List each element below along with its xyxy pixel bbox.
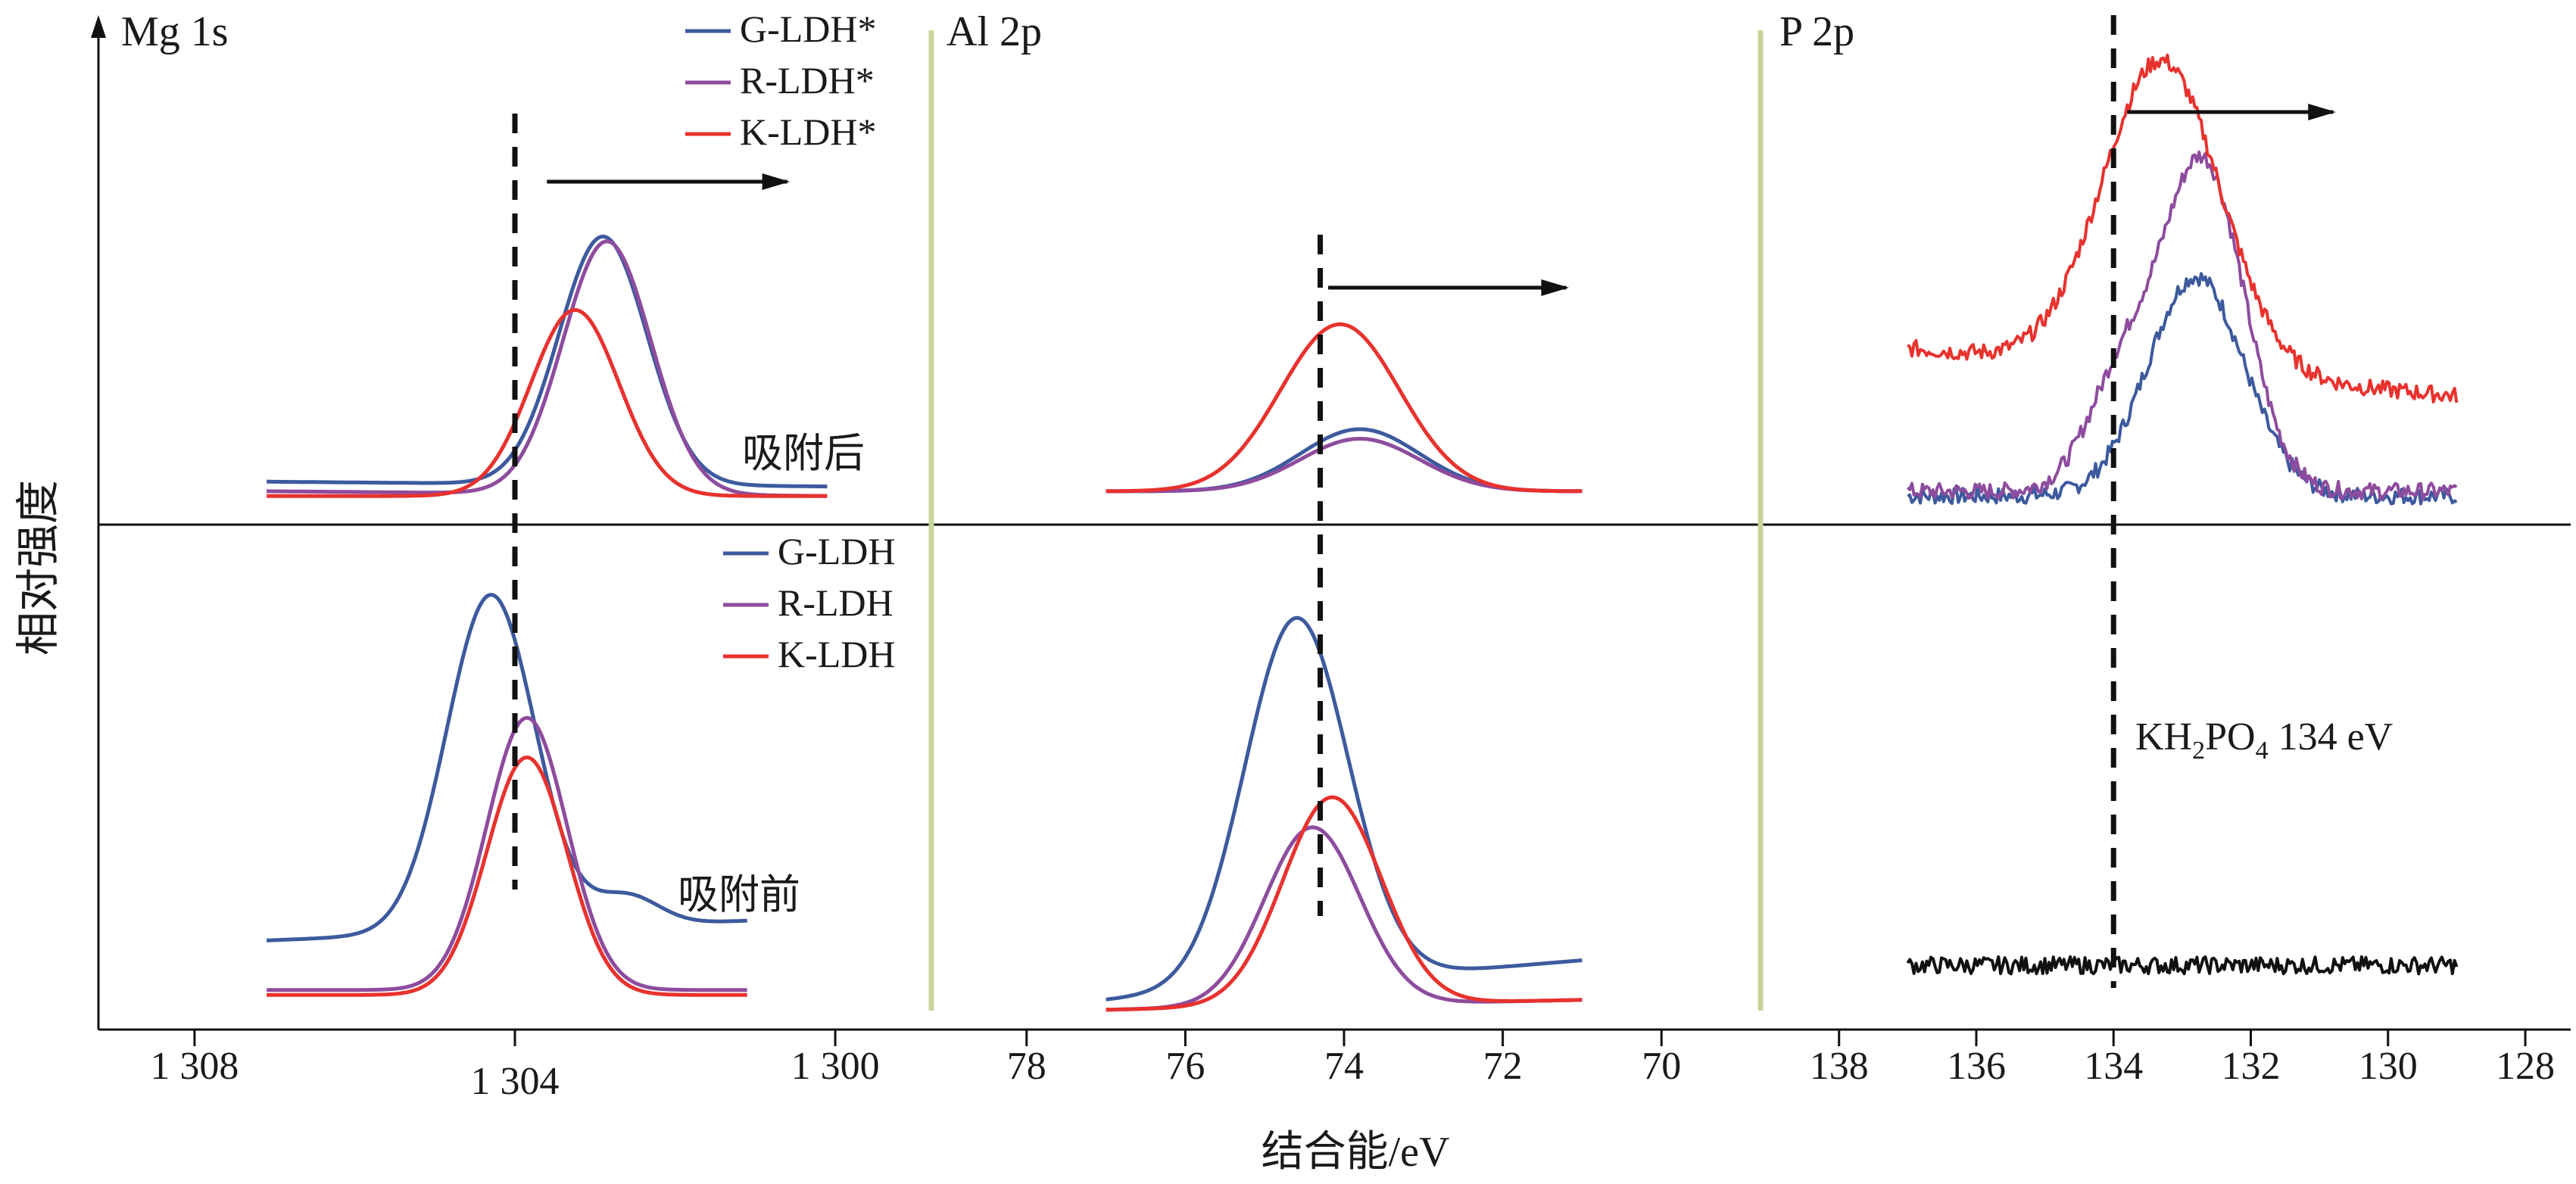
legend-after-label: G-LDH* xyxy=(740,8,877,50)
panel-title-p: P 2p xyxy=(1779,8,1854,55)
x-tick-label: 1 304 xyxy=(471,1060,560,1103)
x-tick-label: 76 xyxy=(1165,1045,1205,1088)
series-p-after-G xyxy=(1907,272,2458,506)
subscript: 4 xyxy=(2256,737,2269,765)
legend-before-label: K-LDH xyxy=(778,633,896,675)
series-mg-after-R xyxy=(267,239,828,498)
series-al-after-R xyxy=(1106,437,1583,494)
y-axis-arrow xyxy=(91,15,106,38)
annotation-before-adsorption: 吸附前 xyxy=(678,872,800,918)
x-tick-label: 134 xyxy=(2084,1045,2143,1088)
series-p-before-ref xyxy=(1906,955,2459,976)
x-axis-label: 结合能/eV xyxy=(1261,1129,1450,1176)
series-al-before-R xyxy=(1106,825,1583,1012)
series-mg-before-G xyxy=(267,593,747,943)
series-mg-before-R xyxy=(267,715,747,992)
series-p-after-R xyxy=(1906,150,2458,501)
series-mg-after-G xyxy=(267,234,828,489)
legend-after-label: K-LDH* xyxy=(740,111,877,153)
x-tick-label: 138 xyxy=(1810,1045,1869,1088)
x-tick-label: 128 xyxy=(2496,1045,2555,1088)
series-p-after-K xyxy=(1907,53,2459,403)
x-tick-label: 1 300 xyxy=(791,1045,880,1088)
x-tick-label: 1 308 xyxy=(150,1045,239,1088)
series-mg-after-K xyxy=(267,307,828,498)
series-al-before-G xyxy=(1106,615,1583,1002)
series-mg-before-K xyxy=(267,756,747,997)
x-tick-label: 74 xyxy=(1324,1045,1364,1088)
x-tick-label: 78 xyxy=(1007,1045,1046,1088)
annotation-after-adsorption: 吸附后 xyxy=(742,431,865,476)
series-al-before-K xyxy=(1106,795,1583,1012)
x-tick-label: 72 xyxy=(1483,1045,1523,1088)
x-tick-label: 70 xyxy=(1642,1045,1681,1088)
text-run: PO xyxy=(2205,715,2255,759)
text-run: 134 eV xyxy=(2269,715,2394,759)
x-tick-label: 130 xyxy=(2359,1045,2418,1088)
annotation-kh2po4: KH2PO4 134 eV xyxy=(2135,715,2393,765)
panel-title-mg: Mg 1s xyxy=(121,8,229,55)
legend-before-label: G-LDH xyxy=(778,530,896,572)
text-run: KH xyxy=(2135,715,2192,759)
subscript: 2 xyxy=(2192,737,2205,765)
legend-after-label: R-LDH* xyxy=(740,59,875,101)
series-al-after-G xyxy=(1106,427,1583,494)
series-al-after-K xyxy=(1106,322,1583,494)
y-axis-label: 相对强度 xyxy=(14,480,63,656)
legend-before-label: R-LDH xyxy=(778,581,893,624)
x-tick-label: 132 xyxy=(2222,1045,2281,1088)
panel-title-al: Al 2p xyxy=(947,8,1042,55)
x-tick-label: 136 xyxy=(1947,1045,2006,1088)
